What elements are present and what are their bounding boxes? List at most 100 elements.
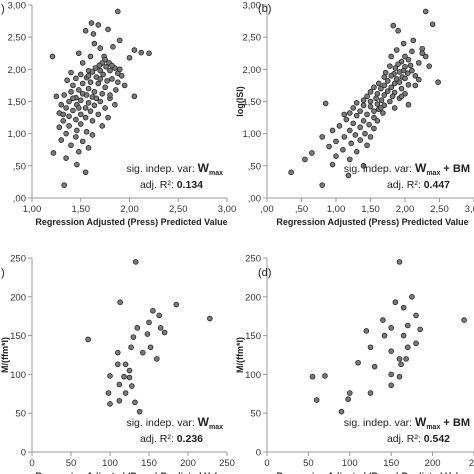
y-tick-label: ,50 (248, 161, 261, 172)
y-tick-label: ,00 (13, 194, 26, 205)
data-point (371, 125, 377, 132)
data-point (95, 80, 102, 87)
data-point (116, 397, 123, 404)
y-tick-label: 200 (245, 292, 261, 303)
x-tick-label: 1,50 (361, 204, 380, 215)
data-point (117, 299, 123, 306)
y-tick-label: 2,50 (243, 33, 262, 44)
y-tick-label: 3,00 (8, 1, 27, 12)
data-point (388, 325, 395, 331)
data-point (333, 153, 339, 159)
data-point (367, 390, 374, 396)
data-point (102, 105, 108, 111)
data-point (409, 48, 415, 55)
data-point (50, 150, 57, 156)
data-point (360, 118, 367, 124)
data-point (382, 69, 389, 76)
data-point (85, 145, 92, 151)
data-point (66, 98, 72, 105)
data-point (392, 65, 399, 71)
data-point (60, 111, 66, 118)
x-axis-label: Regression Adjusted (Press) Predicted Va… (276, 471, 468, 474)
data-point (400, 40, 407, 47)
data-point (136, 408, 143, 415)
y-tick-label: ,50 (13, 161, 26, 172)
y-tick-label: 150 (10, 331, 26, 342)
data-point (373, 95, 379, 102)
data-point (107, 401, 113, 407)
annotation-r-squared: adj. R²: 0.134 (140, 179, 203, 191)
y-tick-label: 2,50 (8, 33, 27, 44)
x-tick-label: 3,00 (465, 204, 474, 215)
data-point (402, 53, 408, 60)
panel-tag: (d) (258, 267, 271, 279)
data-point (381, 332, 388, 339)
data-point (405, 101, 412, 108)
panel-tag: ) (1, 3, 5, 15)
data-point (363, 328, 370, 334)
data-point (409, 67, 415, 74)
y-tick-label: 250 (10, 254, 26, 265)
data-point (132, 259, 139, 265)
data-point (345, 396, 351, 403)
data-point (126, 367, 133, 374)
data-point (122, 361, 129, 368)
data-point (118, 72, 125, 79)
data-point (134, 325, 141, 331)
data-point (173, 301, 180, 308)
data-point (319, 134, 326, 140)
data-point (410, 37, 417, 44)
data-point (353, 148, 360, 155)
data-point (91, 102, 98, 109)
data-point (146, 50, 152, 57)
data-point (346, 156, 353, 163)
data-point (429, 21, 436, 28)
data-point (79, 138, 86, 145)
scatter-panel-2: ,00 ,50 1,00 1,50 2,00 2,50 3,00 ,00 ,50 1,00 1,50… (235, 1, 474, 227)
data-point (388, 371, 395, 378)
data-point (412, 82, 419, 89)
data-point (412, 72, 419, 79)
data-point (407, 62, 414, 69)
data-point (405, 56, 412, 63)
data-point (77, 71, 84, 78)
data-point (73, 116, 79, 123)
data-point (105, 390, 112, 396)
data-point (121, 373, 127, 380)
data-point (426, 63, 432, 69)
data-point (392, 299, 399, 306)
data-point (49, 53, 56, 60)
data-point (367, 89, 374, 95)
data-point (355, 359, 361, 366)
data-point (107, 92, 113, 98)
x-tick-label: 2,50 (430, 204, 449, 215)
y-tick-label: 200 (10, 292, 26, 303)
scatter-panel-3: 0 50 100 150 200 250 0 50 100 150 200 250 Regression… (0, 254, 235, 474)
data-point (89, 132, 96, 138)
data-point (77, 121, 84, 127)
data-point (85, 72, 92, 79)
data-point (380, 110, 386, 116)
data-point (400, 304, 407, 311)
data-point (435, 79, 441, 85)
x-tick-label: 250 (219, 458, 235, 469)
data-point (302, 156, 308, 163)
y-tick-label: 1,00 (243, 129, 262, 140)
data-point (396, 79, 403, 85)
data-point (156, 312, 162, 319)
data-point (64, 77, 70, 84)
data-point (398, 85, 405, 92)
data-point (341, 111, 348, 118)
data-point (398, 93, 405, 100)
data-point (313, 397, 320, 403)
data-point (389, 93, 396, 100)
data-point (345, 172, 352, 179)
data-point (371, 114, 377, 121)
x-tick-label: 100 (342, 458, 358, 469)
annotation-r-squared: adj. R²: 0.542 (387, 433, 450, 445)
data-point (82, 105, 89, 111)
data-point (381, 74, 388, 80)
data-point (157, 325, 164, 331)
annotation-variables: sig. indep. var: Wmax (126, 161, 223, 177)
x-tick-label: 50 (66, 458, 77, 469)
